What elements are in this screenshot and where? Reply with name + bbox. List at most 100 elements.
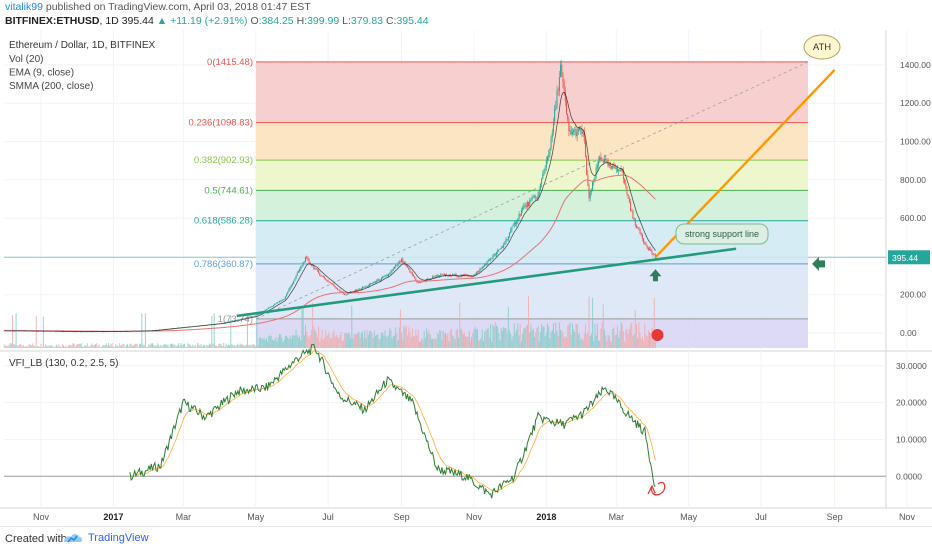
volume-bar bbox=[86, 343, 88, 348]
volume-bar bbox=[602, 304, 604, 348]
volume-bar bbox=[287, 337, 289, 348]
volume-bar bbox=[600, 328, 602, 348]
volume-bar bbox=[109, 345, 111, 348]
volume-bar bbox=[59, 346, 61, 348]
price-tick-label: 800.00 bbox=[900, 175, 926, 185]
candle-body bbox=[516, 221, 518, 225]
candle-body bbox=[523, 206, 525, 208]
volume-bar bbox=[85, 345, 87, 348]
publish-text: published on TradingView.com, April 03, … bbox=[42, 1, 311, 13]
author-link[interactable]: vitalik99 bbox=[5, 1, 43, 13]
volume-bar bbox=[329, 339, 331, 348]
candle-body bbox=[485, 264, 487, 266]
volume-bar bbox=[36, 346, 38, 348]
volume-bar bbox=[118, 343, 120, 348]
volume-bar bbox=[205, 346, 207, 348]
drawings[interactable]: strong support line ATH bbox=[236, 34, 841, 341]
candle-body bbox=[273, 304, 275, 307]
volume-bar bbox=[220, 344, 222, 348]
volume-bar bbox=[379, 338, 381, 348]
volume-bar bbox=[93, 344, 95, 348]
price-tick-label: 0.00 bbox=[900, 328, 917, 338]
symbol-info: BITFINEX:ETHUSD, 1D 395.44 ▲ +11.19 (+2.… bbox=[5, 15, 429, 27]
volume-bar bbox=[87, 346, 89, 348]
fib-level-label: 1(73.74) bbox=[218, 314, 253, 325]
trading-chart[interactable]: 0(1415.48) 0.236(1098.83) 0.382(902.93) 0.5… bbox=[0, 0, 932, 526]
fibonacci-retracement[interactable]: 0(1415.48) 0.236(1098.83) 0.382(902.93) 0.5… bbox=[189, 57, 809, 348]
volume-bar bbox=[462, 334, 464, 348]
volume-bar bbox=[200, 343, 202, 348]
candle-body bbox=[494, 253, 496, 255]
candle-body bbox=[243, 318, 245, 319]
candle-body bbox=[517, 218, 519, 222]
volume-bar bbox=[218, 343, 220, 348]
volume-bar bbox=[392, 335, 394, 348]
candle-body bbox=[609, 162, 611, 167]
volume-bar bbox=[271, 339, 273, 348]
volume-bar bbox=[592, 298, 594, 348]
candle-body bbox=[602, 160, 604, 163]
volume-bar bbox=[621, 324, 623, 348]
volume-bar bbox=[134, 343, 136, 348]
volume-bar bbox=[213, 313, 215, 348]
volume-bar bbox=[307, 335, 309, 348]
candle-body bbox=[275, 303, 277, 305]
volume-bar bbox=[3, 344, 5, 348]
volume-bar bbox=[290, 338, 292, 348]
volume-bar bbox=[51, 344, 53, 348]
volume-bar bbox=[80, 343, 82, 348]
candle-body bbox=[520, 210, 522, 216]
volume-bar bbox=[186, 346, 188, 348]
candle-body bbox=[641, 235, 643, 239]
legend-line: Vol (20) bbox=[9, 54, 43, 65]
candle-body bbox=[536, 197, 538, 199]
volume-bar bbox=[335, 334, 337, 348]
fib-band bbox=[256, 263, 808, 319]
volume-bar bbox=[232, 345, 234, 348]
tradingview-brand-label: TradingView bbox=[88, 532, 149, 544]
volume-bar bbox=[294, 335, 296, 348]
volume-bar bbox=[111, 343, 113, 348]
candle-body bbox=[459, 276, 461, 277]
volume-bar bbox=[98, 344, 100, 348]
volume-bar bbox=[310, 329, 312, 348]
volume-bar bbox=[428, 330, 430, 348]
volume-bar bbox=[274, 339, 276, 348]
volume-bar bbox=[354, 334, 356, 348]
candle-body bbox=[380, 277, 382, 281]
candle-body bbox=[634, 218, 636, 226]
volume-bar bbox=[526, 324, 528, 348]
volume-bar bbox=[541, 323, 543, 348]
volume-bar bbox=[315, 332, 317, 348]
volume-bar bbox=[57, 346, 59, 348]
volume-bar bbox=[267, 341, 269, 348]
volume-bar bbox=[397, 340, 399, 348]
volume-bar bbox=[90, 345, 92, 348]
candle-body bbox=[276, 302, 278, 304]
volume-bar bbox=[308, 337, 310, 348]
volume-bar bbox=[291, 335, 293, 348]
volume-bar bbox=[221, 346, 223, 348]
volume-bar bbox=[459, 302, 461, 348]
volume-bar bbox=[390, 330, 392, 348]
volume-bar bbox=[169, 344, 171, 348]
volume-bar bbox=[278, 333, 280, 348]
volume-bar bbox=[567, 325, 569, 348]
candle-body bbox=[248, 317, 250, 319]
volume-bar bbox=[452, 335, 454, 348]
volume-bar bbox=[175, 346, 177, 348]
volume-bar bbox=[337, 337, 339, 348]
candle-body bbox=[361, 287, 363, 289]
volume-bar bbox=[103, 345, 105, 348]
volume-bar bbox=[481, 329, 483, 348]
candle-body bbox=[497, 250, 499, 253]
volume-bar bbox=[614, 335, 616, 348]
volume-bar bbox=[424, 338, 426, 348]
candle-body bbox=[549, 148, 551, 155]
candle-body bbox=[294, 278, 296, 282]
candle-body bbox=[639, 228, 641, 234]
tradingview-brand[interactable]: TradingView bbox=[62, 530, 149, 546]
volume-bar bbox=[422, 340, 424, 348]
candle-body bbox=[481, 266, 483, 269]
volume-bar bbox=[601, 322, 603, 348]
